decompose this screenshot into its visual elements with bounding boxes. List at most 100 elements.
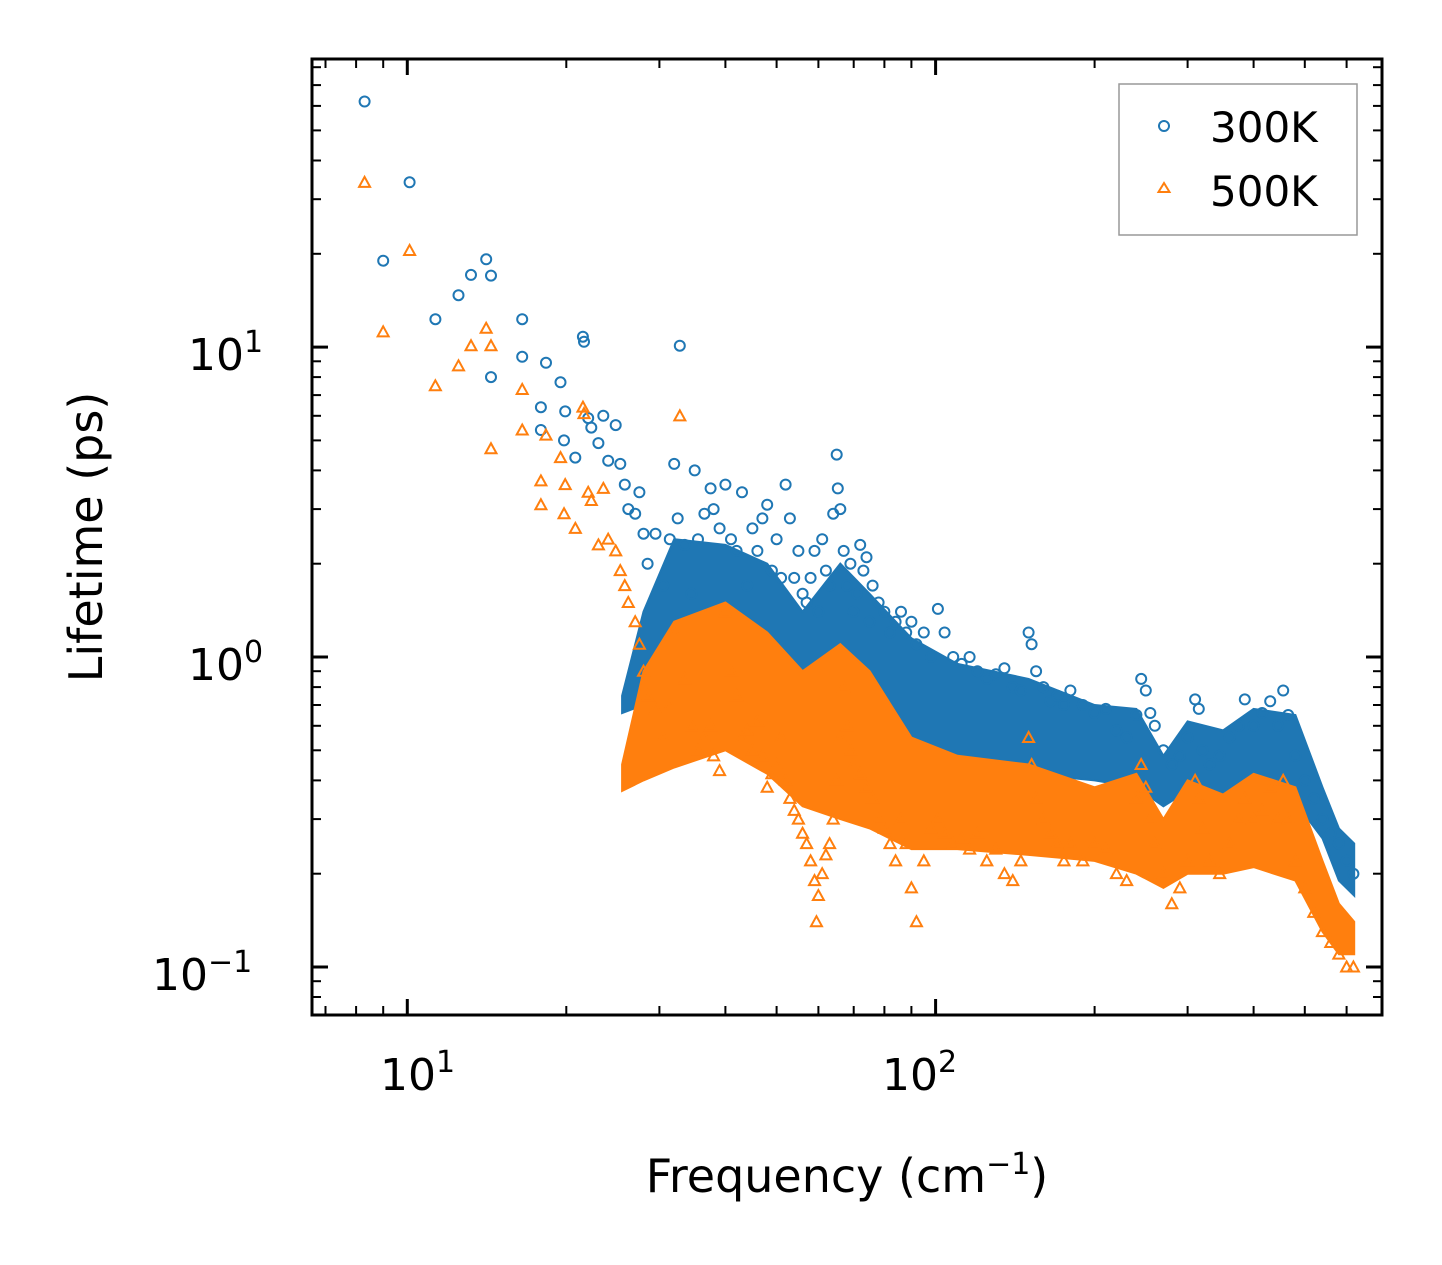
point-500k: [1315, 924, 1330, 938]
point-500k: [865, 790, 880, 804]
point-500k: [1306, 904, 1321, 918]
point-500k: [723, 663, 739, 677]
point-500k: [809, 914, 824, 928]
point-500k: [1195, 820, 1210, 834]
point-300k: [812, 605, 825, 618]
point-500k: [882, 836, 898, 850]
point-300k: [516, 313, 529, 326]
point-300k: [847, 605, 860, 618]
point-500k: [1339, 959, 1354, 973]
point-500k: [782, 790, 798, 804]
point-500k: [997, 866, 1012, 880]
point-300k: [1135, 672, 1148, 685]
point-300k: [663, 533, 676, 546]
scatter-points: [357, 95, 1361, 973]
point-300k: [1264, 695, 1277, 708]
point-300k: [895, 605, 907, 618]
point-300k: [1030, 665, 1043, 678]
point-500k: [799, 836, 814, 850]
point-300k: [804, 571, 817, 584]
point-300k: [816, 533, 829, 546]
point-300k: [1144, 707, 1157, 719]
point-300k: [971, 665, 984, 678]
point-300k: [1037, 681, 1050, 694]
point-500k: [1297, 880, 1312, 894]
legend-marker-300k: [1158, 120, 1170, 132]
point-300k: [673, 339, 686, 352]
point-500k: [402, 242, 417, 256]
point-300k: [770, 533, 783, 546]
point-500k: [1147, 836, 1162, 850]
point-500k: [375, 324, 391, 338]
point-300k: [1025, 638, 1038, 651]
point-300k: [831, 482, 844, 495]
dense-point-bands: [621, 538, 1356, 956]
point-500k: [1280, 811, 1296, 825]
point-500k: [836, 679, 851, 693]
point-300k: [917, 626, 930, 639]
point-500k: [1346, 959, 1361, 973]
point-300k: [834, 503, 847, 516]
point-500k: [538, 427, 554, 441]
point-300k: [756, 512, 769, 525]
point-500k: [581, 484, 596, 498]
point-300k: [792, 544, 805, 557]
point-500k: [871, 811, 886, 825]
point-500k: [818, 847, 834, 861]
point-500k: [930, 811, 946, 825]
point-300k: [578, 335, 590, 348]
point-300k: [900, 626, 913, 639]
point-300k: [1289, 749, 1302, 762]
point-300k: [980, 672, 993, 685]
point-300k: [1203, 758, 1216, 771]
point-500k: [1172, 880, 1188, 894]
point-500k: [515, 381, 530, 395]
point-300k: [783, 512, 796, 525]
point-500k: [1270, 811, 1286, 825]
point-300k: [559, 405, 572, 418]
point-500k: [729, 688, 744, 702]
point-300k: [516, 350, 529, 363]
point-500k: [750, 713, 765, 727]
point-300k: [1192, 702, 1205, 715]
point-500k: [1143, 811, 1158, 825]
point-500k: [636, 663, 651, 677]
point-300k: [629, 507, 642, 520]
point-300k: [1058, 699, 1070, 711]
point-300k: [1139, 684, 1152, 697]
point-300k: [819, 564, 832, 577]
legend-box: [1118, 83, 1358, 236]
point-500k: [1109, 866, 1124, 880]
point-500k: [962, 841, 977, 855]
point-500k: [778, 772, 793, 786]
point-500k: [515, 422, 530, 436]
point-300k: [872, 596, 885, 609]
point-300k: [585, 421, 598, 434]
point-500k: [970, 825, 985, 839]
point-300k: [602, 454, 615, 467]
point-300k: [1051, 689, 1064, 702]
point-300k: [452, 289, 465, 302]
point-500k: [1056, 853, 1072, 867]
point-300k: [1223, 731, 1236, 744]
y-tick-label-1: 100: [188, 635, 263, 691]
point-300k: [860, 551, 873, 564]
point-500k: [853, 766, 868, 780]
point-300k: [746, 522, 759, 535]
point-300k: [775, 571, 788, 584]
y-tick-label-0.1: 10−1: [152, 945, 252, 1001]
point-300k: [725, 533, 737, 546]
point-500k: [1222, 836, 1237, 850]
point-500k: [1156, 866, 1171, 880]
point-300k: [609, 419, 622, 432]
point-300k: [963, 651, 976, 663]
point-300k: [837, 544, 850, 557]
legend-label-300k: 300K: [1210, 103, 1319, 152]
point-300k: [736, 486, 748, 499]
point-500k: [791, 811, 806, 825]
point-500k: [621, 594, 636, 608]
point-300k: [633, 486, 646, 499]
point-500k: [648, 701, 663, 715]
point-300k: [884, 626, 896, 639]
